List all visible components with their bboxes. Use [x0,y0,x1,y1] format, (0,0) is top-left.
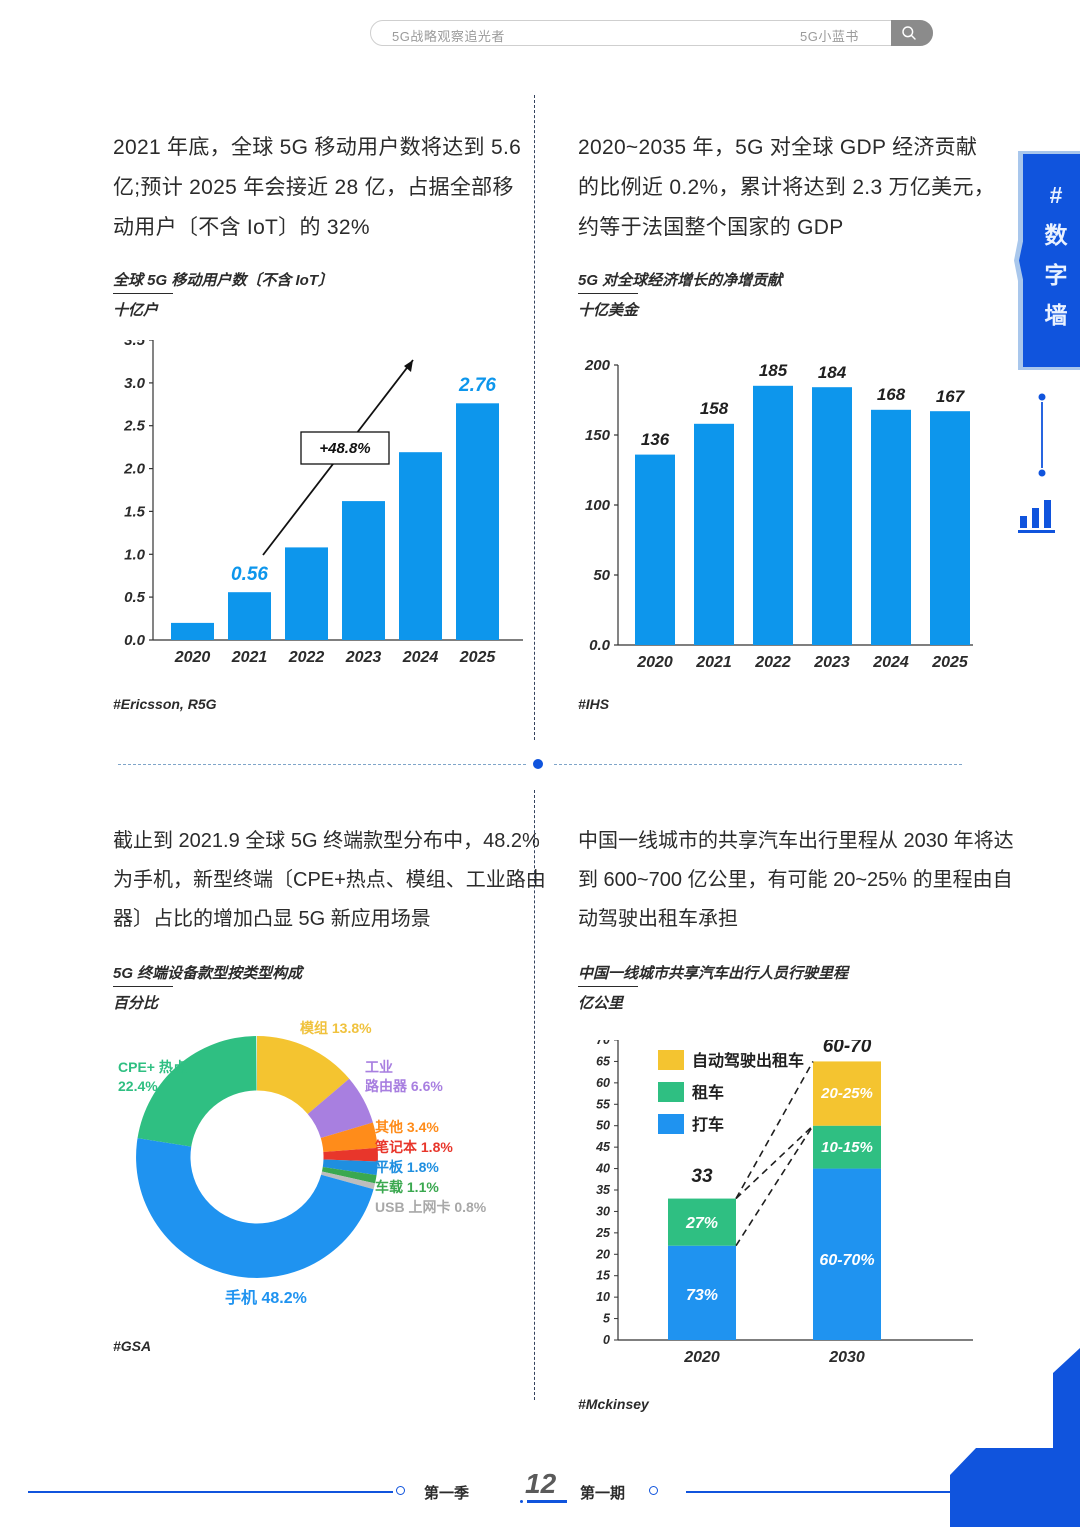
svg-text:10: 10 [596,1290,610,1304]
svg-text:20: 20 [595,1247,610,1261]
svg-text:3.0: 3.0 [124,375,146,392]
svg-text:2021: 2021 [695,654,732,671]
svg-text:150: 150 [585,427,611,444]
svg-text:10-15%: 10-15% [821,1139,873,1156]
svg-text:2023: 2023 [813,654,850,671]
svg-text:55: 55 [596,1097,611,1111]
svg-text:2.76: 2.76 [458,375,496,396]
svg-text:136: 136 [641,430,670,449]
svg-text:3.5: 3.5 [124,340,146,349]
svg-text:2.5: 2.5 [123,418,146,435]
svg-text:65: 65 [596,1054,611,1068]
svg-text:25: 25 [595,1226,611,1240]
svg-text:2025: 2025 [459,649,497,666]
svg-text:0.0: 0.0 [124,632,146,649]
svg-text:打车: 打车 [692,1115,724,1134]
svg-text:0.56: 0.56 [231,564,268,585]
svg-text:#: # [1050,182,1063,208]
svg-text:2023: 2023 [345,649,382,666]
svg-text:2025: 2025 [931,654,969,671]
svg-text:20-25%: 20-25% [820,1085,873,1102]
svg-text:27%: 27% [685,1215,718,1232]
svg-text:0: 0 [603,1333,610,1347]
svg-text:185: 185 [759,361,788,380]
svg-text:15: 15 [596,1269,611,1283]
svg-text:45: 45 [595,1140,611,1154]
svg-text:数: 数 [1045,222,1069,248]
svg-text:0.0: 0.0 [589,637,611,654]
svg-text:60-70%: 60-70% [819,1252,874,1269]
svg-text:60: 60 [596,1076,610,1090]
svg-text:50: 50 [596,1119,610,1133]
svg-text:2022: 2022 [288,649,325,666]
svg-text:5: 5 [603,1312,611,1326]
svg-text:1.0: 1.0 [124,546,146,563]
svg-text:35: 35 [596,1183,611,1197]
svg-text:73%: 73% [686,1287,718,1304]
svg-text:2.0: 2.0 [123,461,146,478]
svg-text:40: 40 [595,1162,610,1176]
svg-text:70: 70 [596,1040,610,1047]
svg-text:1.5: 1.5 [124,503,146,520]
svg-text:60-70: 60-70 [823,1040,872,1057]
svg-text:50: 50 [593,567,610,584]
svg-text:168: 168 [877,385,906,404]
svg-text:+48.8%: +48.8% [319,440,370,457]
svg-text:2024: 2024 [402,649,439,666]
svg-text:33: 33 [691,1166,713,1187]
svg-text:墙: 墙 [1045,302,1068,328]
svg-text:100: 100 [585,497,611,514]
svg-text:0.5: 0.5 [124,589,146,606]
svg-text:2030: 2030 [828,1349,865,1366]
svg-text:2024: 2024 [872,654,909,671]
svg-text:184: 184 [818,363,847,382]
svg-text:字: 字 [1045,262,1068,288]
svg-text:2021: 2021 [231,649,268,666]
svg-text:2020: 2020 [174,649,211,666]
svg-text:30: 30 [596,1204,610,1218]
svg-text:自动驾驶出租车: 自动驾驶出租车 [692,1051,804,1070]
svg-text:158: 158 [700,399,729,418]
svg-text:2020: 2020 [636,654,673,671]
svg-text:167: 167 [936,387,966,406]
svg-text:2020: 2020 [683,1349,720,1366]
svg-text:200: 200 [584,357,611,374]
svg-text:2022: 2022 [754,654,791,671]
svg-text:租车: 租车 [692,1083,724,1102]
